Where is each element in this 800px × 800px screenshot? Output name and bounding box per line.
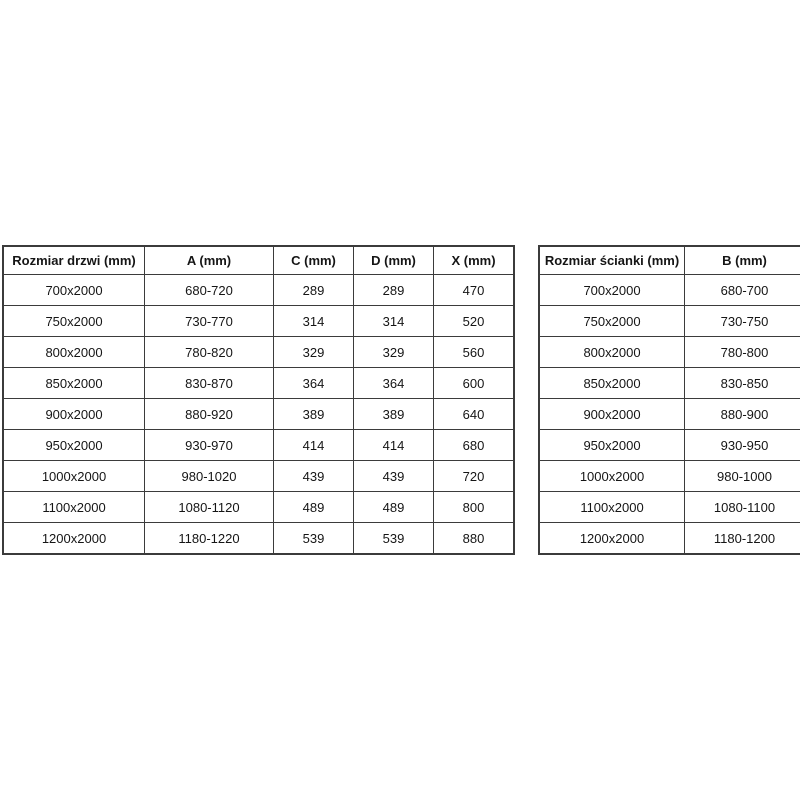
table-cell: 830-850 [684, 367, 800, 399]
table-cell: 880-900 [684, 398, 800, 430]
column-header: D (mm) [353, 245, 434, 275]
table-cell: 364 [273, 367, 354, 399]
table-cell: 700x2000 [2, 274, 145, 306]
table-cell: 1100x2000 [2, 491, 145, 523]
table-cell: 900x2000 [2, 398, 145, 430]
table-cell: 750x2000 [538, 305, 685, 337]
table-cell: 980-1000 [684, 460, 800, 492]
table-row: 700x2000 680-720 289 289 470 [2, 274, 515, 306]
table-cell: 389 [353, 398, 434, 430]
table-cell: 389 [273, 398, 354, 430]
table-row: 800x2000 780-820 329 329 560 [2, 336, 515, 368]
table-cell: 414 [353, 429, 434, 461]
table-cell: 439 [353, 460, 434, 492]
table-cell: 950x2000 [2, 429, 145, 461]
wall-size-table: Rozmiar ścianki (mm) B (mm) 700x2000 680-70… [538, 245, 800, 555]
table-cell: 489 [273, 491, 354, 523]
table-cell: 930-970 [144, 429, 274, 461]
column-header: Rozmiar ścianki (mm) [538, 245, 685, 275]
table-cell: 730-770 [144, 305, 274, 337]
table-cell: 750x2000 [2, 305, 145, 337]
table-cell: 1200x2000 [2, 522, 145, 555]
table-row: 950x2000 930-970 414 414 680 [2, 429, 515, 461]
table-cell: 1080-1100 [684, 491, 800, 523]
table-cell: 900x2000 [538, 398, 685, 430]
table-cell: 289 [353, 274, 434, 306]
column-header: B (mm) [684, 245, 800, 275]
table-cell: 880-920 [144, 398, 274, 430]
table-cell: 539 [273, 522, 354, 555]
table-row: 750x2000 730-750 [538, 305, 800, 337]
table-row: 950x2000 930-950 [538, 429, 800, 461]
table-cell: 800x2000 [538, 336, 685, 368]
table-cell: 439 [273, 460, 354, 492]
table-row: 1000x2000 980-1000 [538, 460, 800, 492]
table-cell: 680 [433, 429, 515, 461]
table-cell: 1000x2000 [538, 460, 685, 492]
table-cell: 470 [433, 274, 515, 306]
table-cell: 930-950 [684, 429, 800, 461]
table-cell: 314 [353, 305, 434, 337]
table-cell: 730-750 [684, 305, 800, 337]
table-cell: 314 [273, 305, 354, 337]
table-cell: 1180-1220 [144, 522, 274, 555]
table-cell: 780-820 [144, 336, 274, 368]
table-cell: 560 [433, 336, 515, 368]
table-cell: 850x2000 [538, 367, 685, 399]
table-cell: 489 [353, 491, 434, 523]
table-cell: 1200x2000 [538, 522, 685, 555]
table-cell: 329 [353, 336, 434, 368]
table-cell: 1000x2000 [2, 460, 145, 492]
table-cell: 680-700 [684, 274, 800, 306]
door-size-table: Rozmiar drzwi (mm) A (mm) C (mm) D (mm) X (m… [2, 245, 515, 555]
column-header: A (mm) [144, 245, 274, 275]
table-cell: 1080-1120 [144, 491, 274, 523]
table-cell: 289 [273, 274, 354, 306]
table-cell: 980-1020 [144, 460, 274, 492]
table-cell: 950x2000 [538, 429, 685, 461]
header-row: Rozmiar drzwi (mm) A (mm) C (mm) D (mm) X (m… [2, 245, 515, 275]
table-cell: 329 [273, 336, 354, 368]
column-header: C (mm) [273, 245, 354, 275]
table-cell: 720 [433, 460, 515, 492]
table-row: 900x2000 880-900 [538, 398, 800, 430]
table-cell: 640 [433, 398, 515, 430]
table-row: 1000x2000 980-1020 439 439 720 [2, 460, 515, 492]
table-cell: 700x2000 [538, 274, 685, 306]
table-cell: 414 [273, 429, 354, 461]
table-row: 800x2000 780-800 [538, 336, 800, 368]
column-header: X (mm) [433, 245, 515, 275]
column-header: Rozmiar drzwi (mm) [2, 245, 145, 275]
table-cell: 800x2000 [2, 336, 145, 368]
table-cell: 600 [433, 367, 515, 399]
table-cell: 880 [433, 522, 515, 555]
table-row: 1100x2000 1080-1100 [538, 491, 800, 523]
table-row: 1100x2000 1080-1120 489 489 800 [2, 491, 515, 523]
table-cell: 1180-1200 [684, 522, 800, 555]
table-cell: 850x2000 [2, 367, 145, 399]
table-cell: 680-720 [144, 274, 274, 306]
table-row: 750x2000 730-770 314 314 520 [2, 305, 515, 337]
table-row: 1200x2000 1180-1220 539 539 880 [2, 522, 515, 555]
table-cell: 539 [353, 522, 434, 555]
table-cell: 364 [353, 367, 434, 399]
table-row: 850x2000 830-850 [538, 367, 800, 399]
table-row: 850x2000 830-870 364 364 600 [2, 367, 515, 399]
table-cell: 520 [433, 305, 515, 337]
table-cell: 800 [433, 491, 515, 523]
table-row: 700x2000 680-700 [538, 274, 800, 306]
table-cell: 780-800 [684, 336, 800, 368]
table-cell: 830-870 [144, 367, 274, 399]
table-row: 900x2000 880-920 389 389 640 [2, 398, 515, 430]
header-row: Rozmiar ścianki (mm) B (mm) [538, 245, 800, 275]
table-cell: 1100x2000 [538, 491, 685, 523]
table-row: 1200x2000 1180-1200 [538, 522, 800, 555]
